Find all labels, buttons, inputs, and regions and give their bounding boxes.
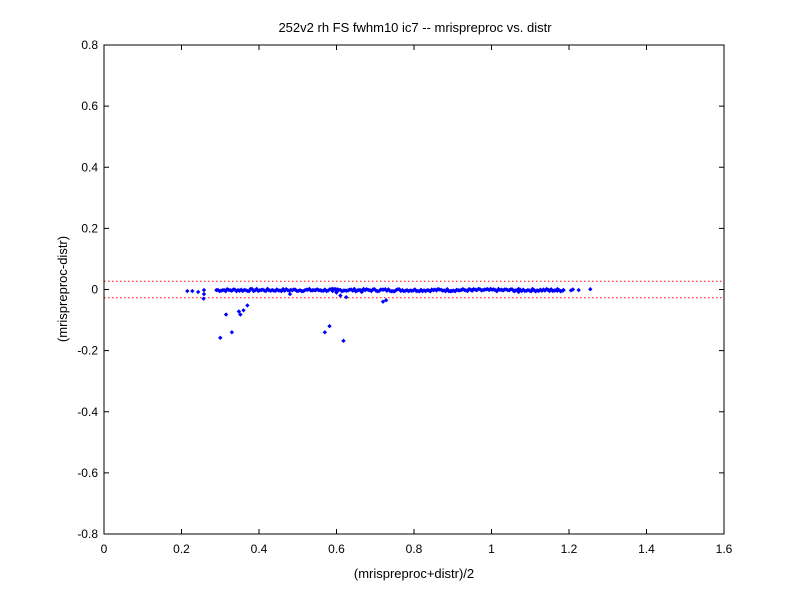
data-point xyxy=(548,287,554,292)
x-tick-label: 0 xyxy=(101,542,108,556)
data-point xyxy=(229,288,235,293)
reference-lines xyxy=(104,280,724,299)
data-point xyxy=(556,287,562,293)
y-tick-label: -0.8 xyxy=(77,527,98,541)
data-point xyxy=(570,287,576,292)
y-tick-label: 0.4 xyxy=(81,160,98,174)
y-tick-label: -0.2 xyxy=(77,344,98,358)
data-point xyxy=(245,303,250,308)
x-tick-label: 0.2 xyxy=(173,542,190,556)
data-point xyxy=(538,287,543,292)
data-point xyxy=(527,288,532,293)
data-point xyxy=(322,330,328,335)
data-point xyxy=(241,308,246,313)
x-tick-label: 1.4 xyxy=(638,542,655,556)
data-point xyxy=(218,335,223,340)
data-point xyxy=(516,289,521,295)
data-point xyxy=(201,287,207,293)
x-tick-label: 1.2 xyxy=(561,542,578,556)
x-tick-label: 0.4 xyxy=(251,542,268,556)
x-axis-label: (mrispreproc+distr)/2 xyxy=(354,566,474,581)
data-point xyxy=(588,286,593,292)
data-point xyxy=(236,309,242,314)
data-point xyxy=(201,296,206,301)
data-point xyxy=(560,287,566,293)
data-point xyxy=(512,288,517,293)
x-tick-label: 1.6 xyxy=(716,542,733,556)
data-point xyxy=(541,287,546,292)
data-point xyxy=(190,288,195,294)
x-tick-label: 1 xyxy=(488,542,495,556)
data-point xyxy=(542,288,548,293)
x-axis-ticks: 0 0.2 0.4 0.6 0.8 1 1.2 1.4 1.6 xyxy=(101,45,733,556)
data-point xyxy=(531,288,537,293)
x-tick-label: 0.8 xyxy=(406,542,423,556)
y-tick-label: 0.6 xyxy=(81,99,98,113)
data-point xyxy=(448,288,454,294)
data-point xyxy=(334,290,339,295)
data-point xyxy=(223,312,229,317)
data-point xyxy=(576,287,581,293)
y-axis-ticks: 0.8 0.6 0.4 0.2 0 -0.2 -0.4 -0.6 -0.8 xyxy=(77,38,724,541)
data-point xyxy=(514,287,520,293)
data-point xyxy=(185,288,190,294)
data-point xyxy=(195,289,201,295)
data-point xyxy=(359,289,364,295)
data-point xyxy=(330,288,335,294)
y-tick-label: 0.8 xyxy=(81,38,98,52)
data-point xyxy=(221,287,227,293)
data-point xyxy=(547,288,552,294)
data-point xyxy=(530,286,535,292)
y-tick-label: -0.6 xyxy=(77,466,98,480)
data-points xyxy=(185,286,593,344)
y-axis-label: (mrispreproc-distr) xyxy=(55,236,70,342)
data-point xyxy=(380,299,386,304)
data-point xyxy=(327,323,332,329)
x-tick-label: 0.6 xyxy=(328,542,345,556)
data-point xyxy=(338,293,343,298)
data-point xyxy=(517,287,523,292)
data-point xyxy=(229,330,235,335)
y-tick-label: 0 xyxy=(91,283,98,297)
chart-title: 252v2 rh FS fwhm10 ic7 -- mrispreproc vs… xyxy=(278,20,552,35)
data-point xyxy=(287,291,293,297)
data-point xyxy=(510,287,515,292)
data-point xyxy=(383,297,389,303)
data-point xyxy=(533,289,538,294)
data-point xyxy=(469,288,475,293)
data-point xyxy=(555,288,560,293)
y-tick-label: -0.4 xyxy=(77,405,98,419)
data-point xyxy=(201,291,207,297)
data-point xyxy=(343,294,349,300)
data-point xyxy=(238,312,243,317)
y-tick-label: 0.2 xyxy=(81,221,98,235)
data-point xyxy=(341,338,346,344)
